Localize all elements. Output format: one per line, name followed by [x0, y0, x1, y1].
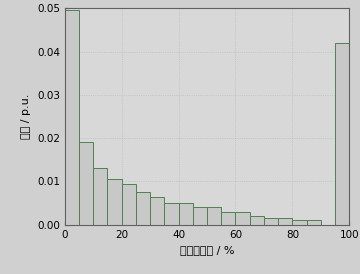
- Bar: [221, 212, 235, 225]
- Bar: [79, 142, 93, 225]
- Bar: [278, 218, 292, 225]
- Bar: [207, 207, 221, 225]
- Bar: [292, 220, 306, 225]
- Bar: [193, 207, 207, 225]
- Bar: [335, 43, 349, 225]
- Bar: [264, 218, 278, 225]
- Bar: [136, 192, 150, 225]
- Bar: [65, 10, 79, 225]
- Y-axis label: 概率 / p.u.: 概率 / p.u.: [21, 94, 31, 139]
- Bar: [249, 216, 264, 225]
- Bar: [93, 169, 107, 225]
- Bar: [122, 184, 136, 225]
- Bar: [164, 203, 179, 225]
- Bar: [150, 196, 164, 225]
- Bar: [107, 179, 122, 225]
- Bar: [235, 212, 250, 225]
- X-axis label: 风电场出力 / %: 风电场出力 / %: [180, 245, 234, 255]
- Bar: [306, 220, 321, 225]
- Bar: [179, 203, 193, 225]
